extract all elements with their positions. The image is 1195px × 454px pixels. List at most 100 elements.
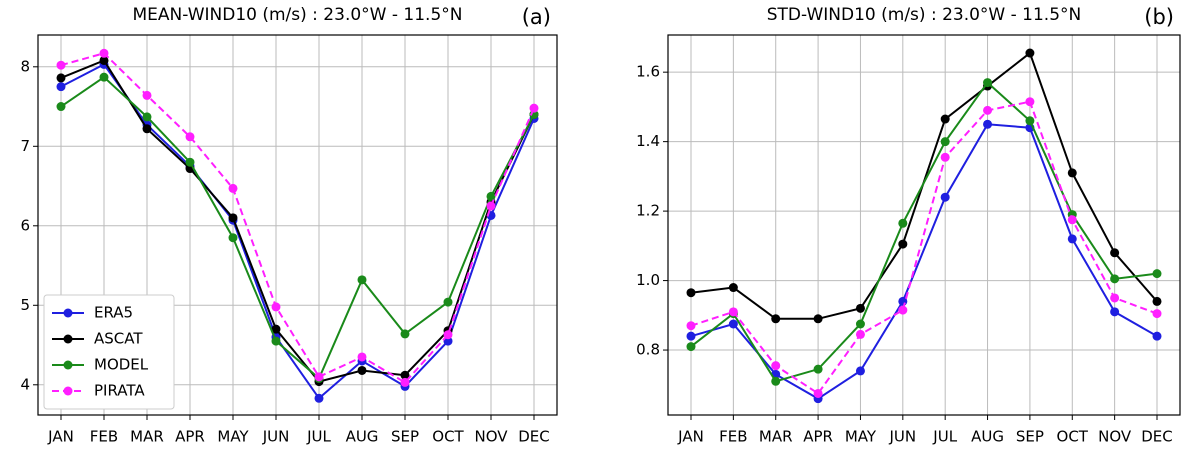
x-tick-label: OCT — [432, 428, 464, 446]
y-tick-label: 1.4 — [636, 132, 660, 150]
y-tick-label: 1.0 — [636, 271, 660, 289]
data-point — [813, 314, 823, 324]
legend-label: PIRATA — [94, 382, 145, 400]
data-point — [228, 233, 238, 243]
data-point — [56, 60, 66, 70]
x-tick-label: JUN — [262, 428, 290, 446]
data-point — [357, 275, 367, 285]
x-tick-label: NOV — [1098, 428, 1132, 446]
data-point — [1152, 331, 1162, 341]
data-point — [983, 105, 993, 115]
series-line — [60, 52, 535, 384]
data-point — [728, 319, 738, 329]
data-point — [99, 72, 109, 82]
data-point — [1110, 307, 1120, 317]
data-point — [486, 201, 496, 211]
y-tick-label: 1.6 — [636, 63, 660, 81]
data-point — [1110, 293, 1120, 303]
y-tick-label: 5 — [20, 296, 30, 314]
y-tick-label: 8 — [20, 57, 30, 75]
x-tick-label: JAN — [47, 428, 74, 446]
data-point — [898, 305, 908, 315]
data-point — [771, 376, 781, 386]
chart-title: MEAN-WIND10 (m/s) : 23.0°W - 11.5°N — [133, 5, 463, 25]
x-tick-label: FEB — [90, 428, 118, 446]
data-point — [686, 342, 696, 352]
legend-label: ASCAT — [94, 330, 143, 348]
legend-marker — [63, 308, 73, 318]
data-point — [529, 103, 539, 113]
x-tick-label: DEC — [518, 428, 550, 446]
data-point — [1067, 234, 1077, 244]
y-tick-label: 4 — [20, 375, 30, 393]
y-tick-label: 1.2 — [636, 202, 660, 220]
data-point — [983, 78, 993, 88]
series-line — [690, 100, 1158, 395]
series-line — [60, 59, 535, 383]
data-point — [686, 321, 696, 331]
data-point — [1067, 168, 1077, 178]
data-point — [357, 352, 367, 362]
plot-frame — [37, 34, 558, 416]
data-point — [314, 372, 324, 382]
data-point — [185, 157, 195, 167]
x-tick-label: AUG — [346, 428, 379, 446]
data-point — [56, 102, 66, 112]
data-point — [443, 330, 453, 340]
data-point — [443, 336, 453, 346]
data-point — [940, 114, 950, 124]
x-tick-label: MAY — [845, 428, 877, 446]
data-point — [686, 288, 696, 298]
data-point — [1152, 296, 1162, 306]
data-point — [271, 336, 281, 346]
data-point — [142, 90, 152, 100]
series-line — [690, 51, 1158, 320]
data-point — [185, 132, 195, 142]
series-line — [60, 75, 535, 381]
x-tick-label: JUL — [932, 428, 957, 446]
x-tick-label: APR — [175, 428, 205, 446]
data-point — [855, 303, 865, 313]
legend-box — [43, 294, 175, 410]
series-line — [690, 81, 1158, 383]
series-line — [690, 123, 1158, 400]
x-tick-label: NOV — [474, 428, 508, 446]
data-point — [728, 283, 738, 293]
data-point — [1025, 48, 1035, 58]
data-point — [228, 183, 238, 193]
data-point — [813, 388, 823, 398]
data-point — [855, 366, 865, 376]
data-point — [686, 331, 696, 341]
data-point — [898, 218, 908, 228]
data-point — [898, 239, 908, 249]
panel-label: (a) — [522, 5, 551, 29]
x-tick-label: MAR — [130, 428, 164, 446]
legend-label: ERA5 — [94, 304, 133, 322]
data-point — [940, 192, 950, 202]
data-point — [1025, 97, 1035, 107]
data-point — [443, 297, 453, 307]
legend-marker — [63, 334, 73, 344]
y-tick-label: 0.8 — [636, 341, 660, 359]
x-tick-label: SEP — [391, 428, 419, 446]
data-point — [271, 324, 281, 334]
series-line — [60, 63, 535, 400]
data-point — [357, 365, 367, 375]
plot-frame — [667, 34, 1181, 416]
data-point — [940, 152, 950, 162]
data-point — [1152, 269, 1162, 279]
data-point — [728, 307, 738, 317]
data-point — [142, 112, 152, 122]
panel-label: (b) — [1144, 5, 1174, 29]
x-tick-label: FEB — [719, 428, 747, 446]
x-tick-label: MAY — [217, 428, 249, 446]
data-point — [1110, 274, 1120, 284]
data-point — [1067, 215, 1077, 225]
data-point — [771, 361, 781, 371]
y-tick-label: 7 — [20, 137, 30, 155]
data-point — [142, 124, 152, 134]
legend-marker — [63, 386, 73, 396]
data-point — [271, 302, 281, 312]
x-tick-label: SEP — [1016, 428, 1044, 446]
